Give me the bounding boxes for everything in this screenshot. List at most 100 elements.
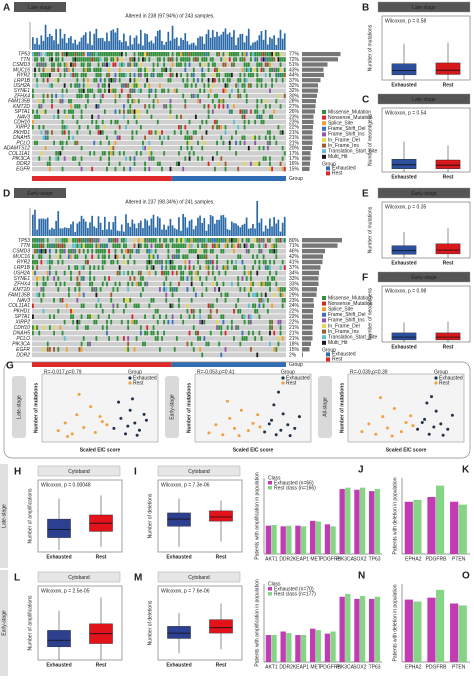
mutation-cell [51, 259, 53, 265]
mutation-cell [89, 270, 91, 276]
mutation-cell [139, 281, 142, 287]
mutation-cell [48, 83, 51, 88]
legend-dot [128, 376, 132, 380]
mutation-cell [120, 248, 123, 254]
top-bar-decor [142, 45, 144, 50]
mutation-cell [93, 57, 96, 62]
mutation-cell [252, 330, 254, 336]
top-bar-decor [91, 45, 93, 50]
mutation-cell [243, 287, 246, 292]
mutation-cell [271, 248, 273, 254]
mutation-cell [89, 238, 91, 243]
mutation-cell [199, 308, 202, 314]
mutation-cell [279, 62, 282, 67]
mutation-cell [167, 135, 170, 140]
mutation-cell [211, 78, 214, 83]
mutation-cell [80, 88, 83, 93]
mutation-cell [192, 57, 195, 62]
bar [450, 603, 459, 662]
mutation-cell [197, 93, 199, 99]
mutation-cell [70, 270, 72, 276]
mutation-cell [182, 238, 185, 243]
mutation-cell [135, 319, 138, 325]
mutation-cell [173, 88, 176, 93]
top-bar-decor [222, 214, 225, 236]
freq-label: 28% [289, 99, 300, 105]
group-bar-label: Group [289, 362, 303, 368]
mutation-cell [63, 109, 66, 114]
mutation-cell [226, 292, 229, 298]
mutation-cell [220, 292, 223, 298]
mutation-cell [245, 248, 248, 254]
mutation-cell [281, 130, 284, 135]
mutation-cell [72, 72, 75, 78]
panel-letter: J [358, 465, 364, 476]
top-bar-decor [40, 218, 43, 236]
mutation-cell [89, 265, 91, 270]
mutation-cell [260, 248, 263, 254]
p-value: Wilcoxon, p = 0.54 [385, 110, 426, 116]
plot-title: Altered in 238 (97.94%) of 243 samples. [125, 13, 214, 19]
mutation-cell [167, 259, 170, 265]
mutation-cell [48, 243, 51, 249]
mutation-cell [125, 298, 127, 303]
mutation-cell [93, 67, 96, 73]
mutation-cell [116, 52, 119, 57]
top-bar-decor [114, 32, 117, 50]
top-bar-decor [156, 30, 159, 50]
mutation-cell [254, 119, 257, 125]
gene-label: SPTA1 [15, 314, 31, 320]
mutation-cell [188, 265, 191, 270]
mutation-cell [243, 72, 246, 78]
panel-header-text: Late-stage [412, 97, 436, 103]
x-tick-label: PTEN [452, 556, 466, 562]
mutation-cell [163, 135, 166, 140]
matrix-row [32, 325, 286, 330]
x-tick-label: Exhausted [46, 662, 71, 668]
mutation-cell [67, 265, 70, 270]
mutation-cell [175, 287, 178, 292]
top-bar-decor [230, 36, 233, 50]
mutation-cell [237, 166, 240, 172]
mutation-cell [93, 151, 96, 156]
mutation-cell [32, 243, 34, 249]
mutation-cell [211, 156, 214, 161]
mutation-cell [61, 238, 64, 243]
mutation-cell [63, 336, 66, 341]
mutation-cell [243, 109, 246, 114]
top-bar-decor [205, 34, 208, 50]
mutation-cell [243, 319, 246, 325]
plot-frame [37, 585, 123, 661]
mutation-cell [38, 104, 41, 109]
mutation-cell [273, 109, 276, 114]
mutation-cell [97, 248, 100, 254]
mutation-cell [199, 254, 202, 259]
mutation-cell [222, 78, 225, 83]
plot-frame [381, 107, 471, 173]
gene-label: XIRP2 [15, 320, 31, 326]
top-bar-decor [125, 214, 127, 236]
scatter-point [133, 421, 137, 425]
mutation-cell [269, 319, 271, 325]
mutation-cell [95, 248, 98, 254]
mutation-cell [250, 347, 252, 352]
mutation-cell [205, 243, 208, 249]
top-bar-decor [63, 227, 66, 236]
mutation-cell [59, 243, 62, 249]
mutation-cell [46, 238, 49, 243]
top-bar-decor [129, 35, 132, 50]
mutation-cell [46, 78, 49, 83]
mutation-cell [135, 336, 138, 341]
mutation-cell [237, 238, 240, 243]
top-bar-decor [61, 38, 64, 50]
mutation-cell [216, 265, 218, 270]
mutation-cell [233, 336, 235, 341]
mutation-cell [260, 119, 263, 125]
mutation-cell [106, 281, 108, 287]
top-bar-decor [188, 44, 191, 50]
mutation-cell [116, 336, 119, 341]
mutation-cell [194, 248, 197, 254]
mutation-cell [72, 67, 75, 73]
mutation-cell [99, 78, 102, 83]
mutation-cell [97, 88, 100, 93]
